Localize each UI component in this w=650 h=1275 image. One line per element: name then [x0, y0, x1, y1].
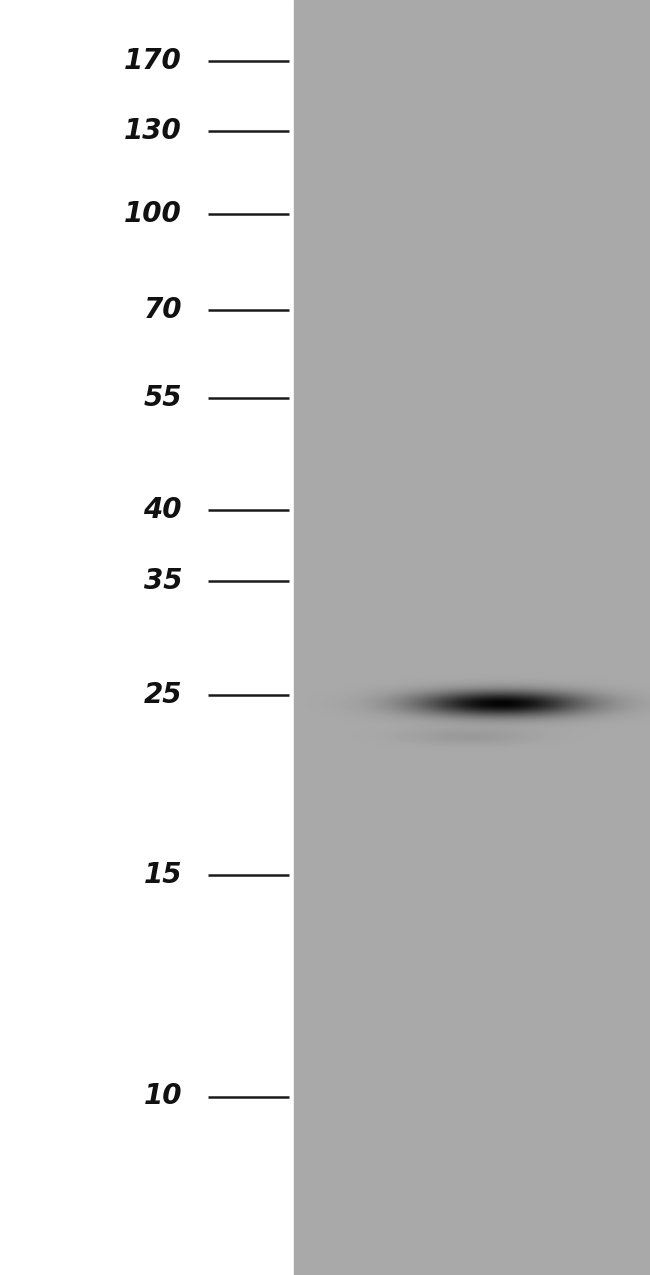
Text: 100: 100	[124, 200, 182, 228]
Bar	[294, 0, 650, 1275]
Text: 10: 10	[144, 1082, 182, 1111]
Text: 55: 55	[144, 384, 182, 412]
Text: 130: 130	[124, 117, 182, 145]
Text: 40: 40	[144, 496, 182, 524]
Bar	[0, 0, 294, 1275]
Text: 170: 170	[124, 47, 182, 75]
Text: 25: 25	[144, 681, 182, 709]
Text: 35: 35	[144, 567, 182, 595]
Text: 15: 15	[144, 861, 182, 889]
Text: 70: 70	[144, 296, 182, 324]
